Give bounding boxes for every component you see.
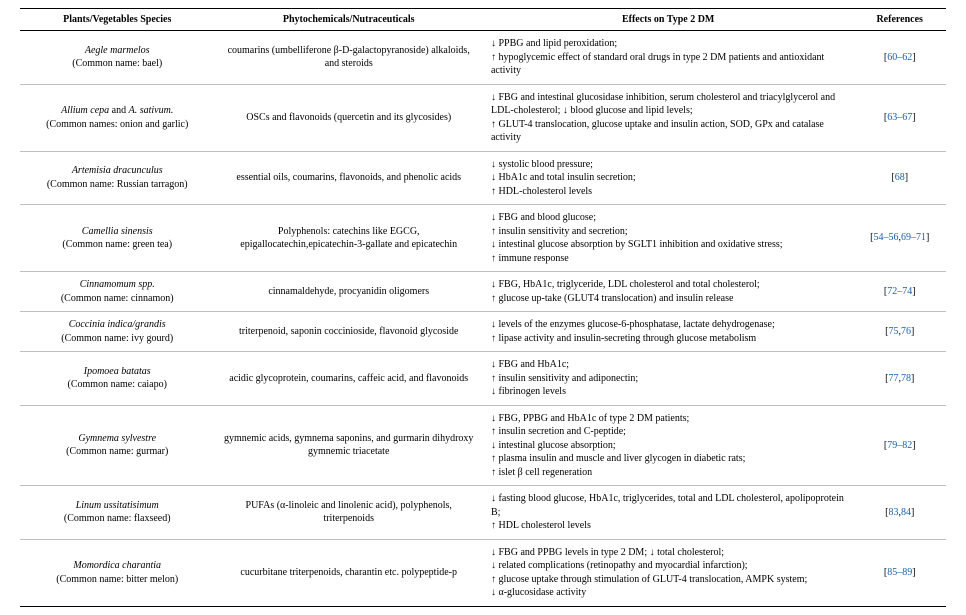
reference-link[interactable]: 68: [895, 172, 905, 183]
species-cell: Linum ussitatisimum (Common name: flaxsee…: [20, 486, 214, 540]
reference-link[interactable]: 83: [888, 507, 898, 518]
references-cell: [68]: [853, 151, 946, 205]
species-latin: Aegle marmelos: [85, 45, 150, 56]
effects-cell: ↓ levels of the enzymes glucose-6-phosph…: [483, 312, 853, 352]
reference-link[interactable]: 77: [888, 373, 898, 384]
species-cell: Allium cepa and A. sativum.(Common names…: [20, 84, 214, 151]
references-cell: [75,76]: [853, 312, 946, 352]
species-latin: Coccinia indica/grandis: [69, 319, 166, 330]
reference-link[interactable]: 72–74: [887, 286, 912, 297]
species-latin: Gymnema sylvestre: [78, 433, 156, 444]
table-row: Coccinia indica/grandis (Common name: ivy…: [20, 312, 946, 352]
effects-cell: ↓ FBG and intestinal glucosidase inhibit…: [483, 84, 853, 151]
references-cell: [77,78]: [853, 352, 946, 406]
col-header-phyto: Phytochemicals/Nutraceuticals: [214, 9, 483, 31]
species-cell: Artemisia dracunculus (Common name: Russi…: [20, 151, 214, 205]
reference-link[interactable]: 76: [901, 326, 911, 337]
species-latin: Allium cepa: [61, 105, 109, 116]
phytochemical-cell: acidic glycoprotein, coumarins, caffeic …: [214, 352, 483, 406]
references-cell: [54–56,69–71]: [853, 205, 946, 272]
phytochemical-cell: gymnemic acids, gymnema saponins, and gu…: [214, 405, 483, 486]
table-row: Artemisia dracunculus (Common name: Russi…: [20, 151, 946, 205]
species-common: (Common name: flaxseed): [64, 513, 171, 524]
effects-cell: ↓ FBG and PPBG levels in type 2 DM; ↓ to…: [483, 539, 853, 606]
species-cell: Gymnema sylvestre (Common name: gurmar): [20, 405, 214, 486]
species-cell: Aegle marmelos (Common name: bael): [20, 31, 214, 85]
effects-cell: ↓ FBG and HbA1c;↑ insulin sensitivity an…: [483, 352, 853, 406]
species-cell: Camellia sinensis (Common name: green tea…: [20, 205, 214, 272]
references-cell: [83,84]: [853, 486, 946, 540]
species-common: (Common name: gurmar): [66, 446, 168, 457]
species-cell: Ipomoea batatas (Common name: caiapo): [20, 352, 214, 406]
table-row: Gymnema sylvestre (Common name: gurmar) gy…: [20, 405, 946, 486]
reference-link[interactable]: 69–71: [901, 232, 926, 243]
species-common: (Common name: bitter melon): [56, 574, 178, 585]
references-cell: [85–89]: [853, 539, 946, 606]
reference-link[interactable]: 63–67: [887, 112, 912, 123]
species-latin: Cinnamomum spp.: [80, 279, 155, 290]
reference-link[interactable]: 75: [888, 326, 898, 337]
effects-cell: ↓ fasting blood glucose, HbA1c, triglyce…: [483, 486, 853, 540]
reference-link[interactable]: 60–62: [887, 52, 912, 63]
species-latin: Artemisia dracunculus: [72, 165, 163, 176]
table-header-row: Plants/Vegetables Species Phytochemicals…: [20, 9, 946, 31]
species-common: (Common name: ivy gourd): [61, 333, 173, 344]
phytochemical-cell: coumarins (umbelliferone β-D-galactopyra…: [214, 31, 483, 85]
effects-cell: ↓ FBG, HbA1c, triglyceride, LDL choleste…: [483, 272, 853, 312]
table-row: Aegle marmelos (Common name: bael) coumari…: [20, 31, 946, 85]
species-common: (Common name: caiapo): [68, 379, 167, 390]
references-cell: [72–74]: [853, 272, 946, 312]
col-header-refs: References: [853, 9, 946, 31]
table-row: Momordica charantia (Common name: bitter …: [20, 539, 946, 606]
effects-cell: ↓ FBG and blood glucose;↑ insulin sensit…: [483, 205, 853, 272]
species-common: (Common name: Russian tarragon): [47, 179, 188, 190]
reference-link[interactable]: 85–89: [887, 567, 912, 578]
species-common: (Common name: green tea): [62, 239, 172, 250]
references-cell: [79–82]: [853, 405, 946, 486]
reference-link[interactable]: 79–82: [887, 440, 912, 451]
phytochemical-cell: cucurbitane triterpenoids, charantin etc…: [214, 539, 483, 606]
reference-link[interactable]: 78: [901, 373, 911, 384]
effects-cell: ↓ systolic blood pressure;↓ HbA1c and to…: [483, 151, 853, 205]
phytochemical-cell: OSCs and flavonoids (quercetin and its g…: [214, 84, 483, 151]
col-header-effects: Effects on Type 2 DM: [483, 9, 853, 31]
species-latin: Camellia sinensis: [82, 226, 153, 237]
table-row: Cinnamomum spp. (Common name: cinnamon) ci…: [20, 272, 946, 312]
phytochemical-cell: triterpenoid, saponin coccinioside, flav…: [214, 312, 483, 352]
col-header-species: Plants/Vegetables Species: [20, 9, 214, 31]
table-row: Ipomoea batatas (Common name: caiapo) acid…: [20, 352, 946, 406]
phytochemical-cell: cinnamaldehyde, procyanidin oligomers: [214, 272, 483, 312]
effects-cell: ↓ FBG, PPBG and HbA1c of type 2 DM patie…: [483, 405, 853, 486]
table-row: Camellia sinensis (Common name: green tea…: [20, 205, 946, 272]
species-latin: Linum ussitatisimum: [76, 500, 159, 511]
species-common: (Common names: onion and garlic): [46, 119, 188, 130]
species-cell: Cinnamomum spp. (Common name: cinnamon): [20, 272, 214, 312]
species-latin: Ipomoea batatas: [84, 366, 151, 377]
species-common: (Common name: bael): [72, 58, 162, 69]
reference-link[interactable]: 84: [901, 507, 911, 518]
table-row: Linum ussitatisimum (Common name: flaxsee…: [20, 486, 946, 540]
phytochemical-cell: PUFAs (α-linoleic and linolenic acid), p…: [214, 486, 483, 540]
effects-cell: ↓ PPBG and lipid peroxidation;↑ hypoglyc…: [483, 31, 853, 85]
reference-link[interactable]: 54–56: [873, 232, 898, 243]
references-cell: [63–67]: [853, 84, 946, 151]
species-cell: Coccinia indica/grandis (Common name: ivy…: [20, 312, 214, 352]
species-common: (Common name: cinnamon): [61, 293, 174, 304]
phytochemical-cell: essential oils, coumarins, flavonoids, a…: [214, 151, 483, 205]
species-cell: Momordica charantia (Common name: bitter …: [20, 539, 214, 606]
table-row: Allium cepa and A. sativum.(Common names…: [20, 84, 946, 151]
references-cell: [60–62]: [853, 31, 946, 85]
phytochemicals-table: Plants/Vegetables Species Phytochemicals…: [20, 8, 946, 607]
phytochemical-cell: Polyphenols: catechins like EGCG, epigal…: [214, 205, 483, 272]
species-latin: Momordica charantia: [73, 560, 161, 571]
